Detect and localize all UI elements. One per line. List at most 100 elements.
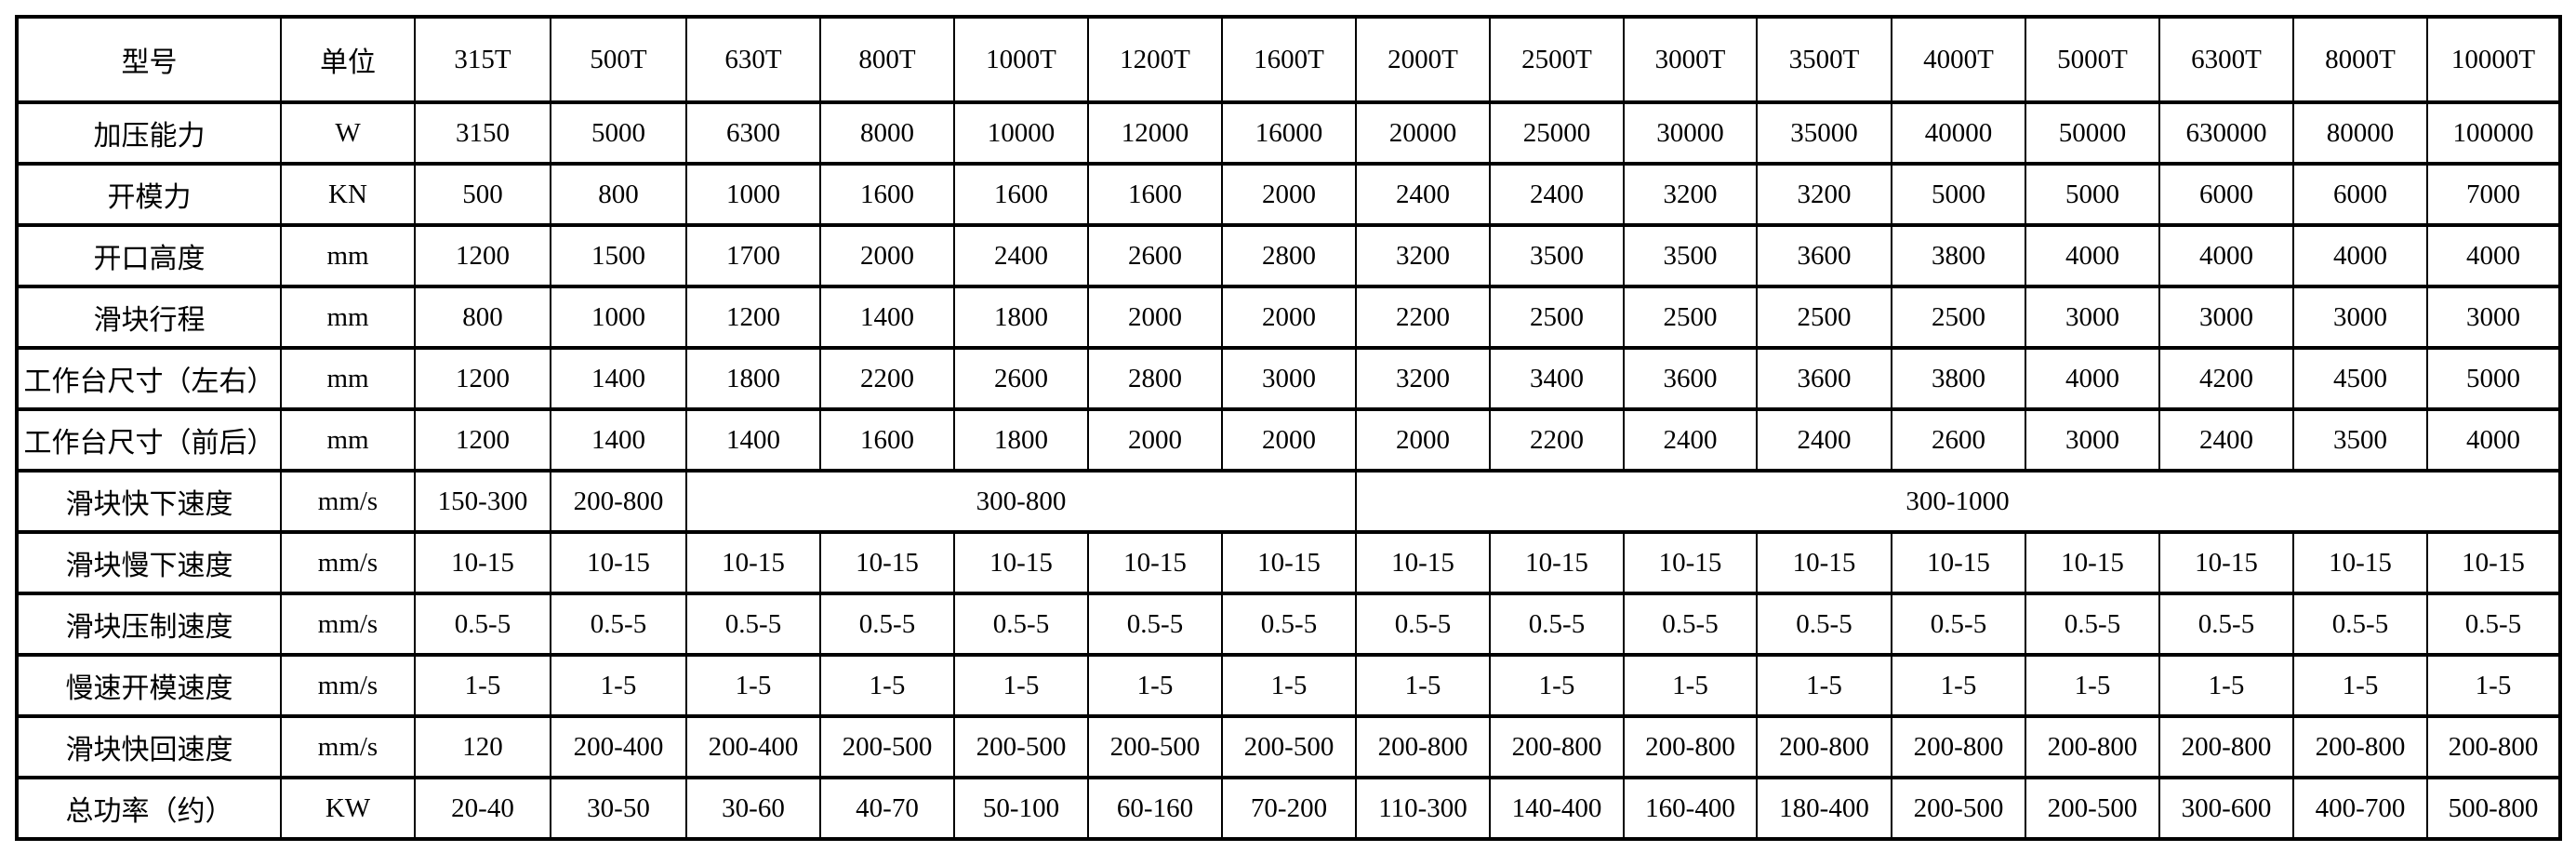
table-row: 工作台尺寸（左右） mm 1200 1400 1800 2200 2600 2800 3000 3… [16,346,2561,411]
value-cell: 0.5-5 [2025,592,2160,657]
value-cell: 3000 [2158,285,2294,350]
value-cell: 1-5 [819,653,955,718]
merged-value-cell: 300-800 [685,469,1357,534]
value-cell: 200-500 [953,714,1089,779]
value-cell: 0.5-5 [685,592,821,657]
value-cell: 200-800 [1891,714,2026,779]
value-cell: 1400 [685,407,821,473]
value-cell: 200-500 [2025,776,2160,841]
value-cell: 10-15 [2292,530,2428,595]
value-cell: 0.5-5 [2292,592,2428,657]
value-cell: 5000 [550,100,687,166]
header-model: 10000T [2426,15,2561,104]
row-label: 滑块压制速度 [16,592,282,657]
value-cell: 6300 [685,100,821,166]
value-cell: 1-5 [1623,653,1758,718]
value-cell: 4000 [2025,346,2160,411]
value-cell: 2400 [1756,407,1892,473]
merged-value-cell: 300-1000 [1355,469,2561,534]
value-cell: 200-500 [1221,714,1357,779]
header-model: 2500T [1489,15,1625,104]
value-cell: 0.5-5 [819,592,955,657]
value-cell: 1800 [953,407,1089,473]
row-label: 开模力 [16,162,282,227]
value-cell: 500 [414,162,551,227]
value-cell: 16000 [1221,100,1357,166]
header-model: 1000T [953,15,1089,104]
value-cell: 0.5-5 [1489,592,1625,657]
value-cell: 10-15 [1221,530,1357,595]
header-model: 3000T [1623,15,1758,104]
value-cell: 100000 [2426,100,2561,166]
value-cell: 0.5-5 [1756,592,1892,657]
value-cell: 2000 [1087,285,1223,350]
value-cell: 1700 [685,223,821,288]
value-cell: 180-400 [1756,776,1892,841]
value-cell: 2000 [1221,407,1357,473]
value-cell: 3400 [1489,346,1625,411]
value-cell: 4000 [2292,223,2428,288]
value-cell: 10-15 [2158,530,2294,595]
value-cell: 2200 [1355,285,1491,350]
value-cell: 70-200 [1221,776,1357,841]
value-cell: 200-800 [1756,714,1892,779]
value-cell: 1-5 [1891,653,2026,718]
value-cell: 1-5 [414,653,551,718]
header-model: 500T [550,15,687,104]
press-spec-table: 型号 单位 315T 500T 630T 800T 1000T 1200T 1600T 2000T… [15,15,2562,841]
row-unit: mm/s [280,714,416,779]
value-cell: 200-400 [550,714,687,779]
value-cell: 1-5 [1355,653,1491,718]
value-cell: 2000 [819,223,955,288]
value-cell: 10-15 [685,530,821,595]
value-cell: 2200 [1489,407,1625,473]
value-cell: 3000 [2025,407,2160,473]
value-cell: 10-15 [1756,530,1892,595]
row-label: 滑块快回速度 [16,714,282,779]
value-cell: 5000 [1891,162,2026,227]
value-cell: 1500 [550,223,687,288]
value-cell: 1-5 [953,653,1089,718]
value-cell: 5000 [2426,346,2561,411]
value-cell: 10-15 [953,530,1089,595]
value-cell: 300-600 [2158,776,2294,841]
row-unit: mm [280,223,416,288]
value-cell: 3000 [1221,346,1357,411]
table-row: 滑块快回速度 mm/s 120 200-400 200-400 200-500 200-50… [16,714,2561,779]
value-cell: 1000 [550,285,687,350]
value-cell: 4000 [2158,223,2294,288]
value-cell: 400-700 [2292,776,2428,841]
row-unit: mm/s [280,592,416,657]
value-cell: 40-70 [819,776,955,841]
value-cell: 110-300 [1355,776,1491,841]
value-cell: 1600 [953,162,1089,227]
table-row: 开口高度 mm 1200 1500 1700 2000 2400 2600 2800 3200 35… [16,223,2561,288]
value-cell: 2400 [1489,162,1625,227]
header-model: 1600T [1221,15,1357,104]
value-cell: 1400 [550,407,687,473]
value-cell: 1-5 [550,653,687,718]
value-cell: 30000 [1623,100,1758,166]
value-cell: 10-15 [1489,530,1625,595]
row-label: 滑块快下速度 [16,469,282,534]
value-cell: 4500 [2292,346,2428,411]
header-model: 6300T [2158,15,2294,104]
value-cell: 0.5-5 [953,592,1089,657]
value-cell: 10-15 [550,530,687,595]
value-cell: 150-300 [414,469,551,534]
value-cell: 3600 [1623,346,1758,411]
value-cell: 3500 [2292,407,2428,473]
value-cell: 200-800 [550,469,687,534]
value-cell: 2000 [1087,407,1223,473]
value-cell: 4200 [2158,346,2294,411]
value-cell: 1400 [550,346,687,411]
value-cell: 20000 [1355,100,1491,166]
row-label: 总功率（约） [16,776,282,841]
header-model: 315T [414,15,551,104]
value-cell: 1600 [819,162,955,227]
value-cell: 1-5 [2292,653,2428,718]
value-cell: 50-100 [953,776,1089,841]
row-unit: mm/s [280,530,416,595]
value-cell: 1200 [414,346,551,411]
value-cell: 0.5-5 [1891,592,2026,657]
